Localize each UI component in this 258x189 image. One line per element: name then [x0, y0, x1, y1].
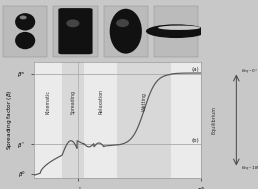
- Ellipse shape: [110, 9, 142, 54]
- Bar: [117, 62, 171, 178]
- Text: Equilibrium: Equilibrium: [211, 106, 216, 134]
- Bar: [62, 62, 84, 178]
- Text: Relaxation: Relaxation: [98, 89, 103, 114]
- Y-axis label: Spreading factor ($\beta$): Spreading factor ($\beta$): [5, 90, 14, 150]
- FancyBboxPatch shape: [3, 6, 47, 57]
- Ellipse shape: [116, 19, 129, 27]
- Text: $\theta_{eq}$~0°: $\theta_{eq}$~0°: [241, 67, 257, 76]
- Text: (a): (a): [192, 67, 200, 72]
- Bar: [171, 62, 201, 178]
- Text: Spreading: Spreading: [70, 90, 75, 114]
- Text: Wetting: Wetting: [142, 92, 147, 111]
- Ellipse shape: [66, 19, 79, 27]
- Ellipse shape: [15, 32, 35, 49]
- Ellipse shape: [158, 26, 200, 30]
- FancyBboxPatch shape: [104, 6, 148, 57]
- FancyBboxPatch shape: [58, 8, 93, 54]
- Text: Kinematic: Kinematic: [45, 90, 50, 114]
- Ellipse shape: [20, 15, 27, 19]
- FancyBboxPatch shape: [53, 6, 98, 57]
- Ellipse shape: [146, 24, 206, 38]
- Text: $\theta_{eq}$~180°: $\theta_{eq}$~180°: [241, 164, 258, 173]
- Text: (b): (b): [192, 138, 200, 143]
- Ellipse shape: [15, 13, 35, 31]
- Bar: [34, 62, 62, 178]
- FancyBboxPatch shape: [154, 6, 198, 57]
- Bar: [84, 62, 117, 178]
